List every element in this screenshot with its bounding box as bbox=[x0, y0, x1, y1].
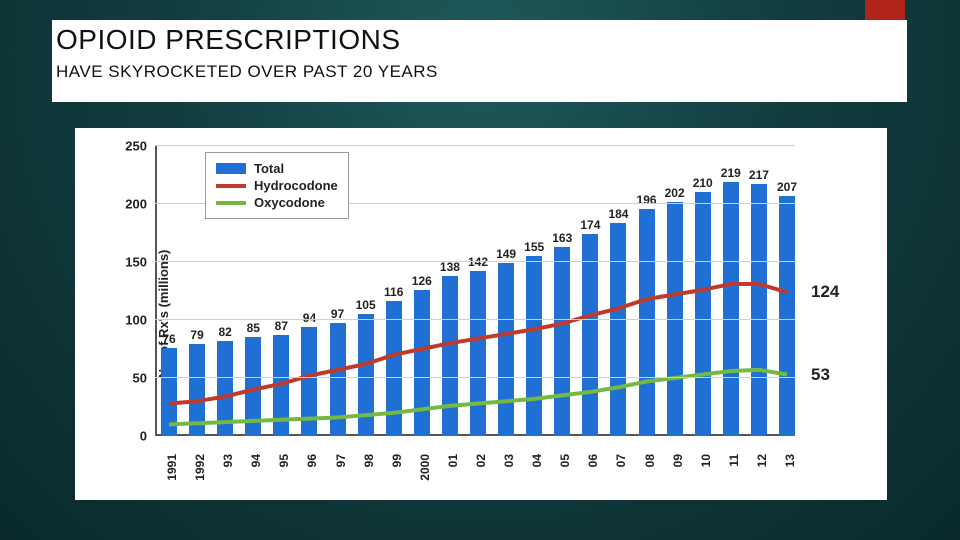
grid-line bbox=[155, 145, 795, 146]
y-tick-label: 250 bbox=[125, 139, 147, 154]
legend: Total Hydrocodone Oxycodone bbox=[205, 152, 349, 219]
x-tick-label: 03 bbox=[502, 454, 516, 467]
x-tick-label: 12 bbox=[755, 454, 769, 467]
line-oxycodone bbox=[169, 370, 787, 425]
y-tick-label: 0 bbox=[140, 429, 147, 444]
x-tick-label: 93 bbox=[221, 454, 235, 467]
y-tick-label: 100 bbox=[125, 313, 147, 328]
chart-card: No. of Rx's (millions) 76199179199282938… bbox=[75, 128, 887, 500]
grid-line bbox=[155, 377, 795, 378]
legend-label: Total bbox=[254, 161, 284, 176]
x-tick-label: 10 bbox=[699, 454, 713, 467]
grid-line bbox=[155, 319, 795, 320]
grid-line bbox=[155, 261, 795, 262]
x-tick-label: 1992 bbox=[193, 454, 207, 481]
legend-label: Hydrocodone bbox=[254, 178, 338, 193]
x-tick-label: 99 bbox=[390, 454, 404, 467]
x-tick-label: 07 bbox=[614, 454, 628, 467]
y-tick-label: 50 bbox=[133, 371, 147, 386]
legend-swatch bbox=[216, 201, 246, 205]
x-tick-label: 98 bbox=[362, 454, 376, 467]
legend-label: Oxycodone bbox=[254, 195, 325, 210]
slide-subtitle: HAVE SKYROCKETED OVER PAST 20 YEARS bbox=[52, 56, 907, 82]
slide-title: OPIOID PRESCRIPTIONS bbox=[52, 20, 907, 56]
x-tick-label: 09 bbox=[671, 454, 685, 467]
x-tick-label: 13 bbox=[783, 454, 797, 467]
y-tick-label: 200 bbox=[125, 197, 147, 212]
x-tick-label: 94 bbox=[249, 454, 263, 467]
line-hydrocodone bbox=[169, 284, 787, 403]
y-tick-label: 150 bbox=[125, 255, 147, 270]
x-tick-label: 1991 bbox=[165, 454, 179, 481]
series-end-label: 53 bbox=[811, 365, 830, 385]
x-tick-label: 05 bbox=[558, 454, 572, 467]
legend-item: Total bbox=[216, 161, 338, 176]
legend-item: Oxycodone bbox=[216, 195, 338, 210]
x-tick-label: 2000 bbox=[418, 454, 432, 481]
x-tick-label: 96 bbox=[305, 454, 319, 467]
legend-item: Hydrocodone bbox=[216, 178, 338, 193]
x-tick-label: 04 bbox=[530, 454, 544, 467]
legend-swatch bbox=[216, 184, 246, 188]
x-tick-label: 11 bbox=[727, 454, 741, 467]
slide: OPIOID PRESCRIPTIONS HAVE SKYROCKETED OV… bbox=[0, 0, 960, 540]
x-tick-label: 06 bbox=[586, 454, 600, 467]
series-end-label: 124 bbox=[811, 282, 839, 302]
x-tick-label: 95 bbox=[277, 454, 291, 467]
x-tick-label: 08 bbox=[643, 454, 657, 467]
x-tick-label: 02 bbox=[474, 454, 488, 467]
legend-swatch bbox=[216, 163, 246, 174]
x-tick-label: 97 bbox=[334, 454, 348, 467]
x-tick-label: 01 bbox=[446, 454, 460, 467]
title-panel: OPIOID PRESCRIPTIONS HAVE SKYROCKETED OV… bbox=[52, 20, 907, 102]
